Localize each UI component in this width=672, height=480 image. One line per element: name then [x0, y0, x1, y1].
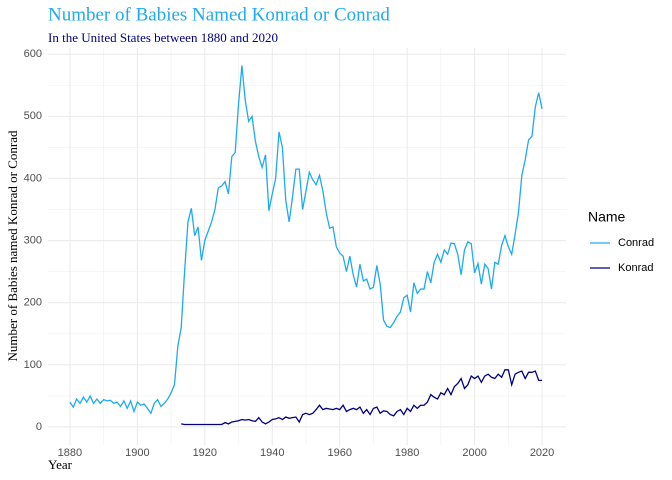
- x-tick-label: 1960: [327, 447, 351, 459]
- y-tick-label: 400: [24, 172, 42, 184]
- x-tick-label: 1980: [395, 447, 419, 459]
- y-axis-label: Number of Babies named Konrad or Conrad: [5, 130, 20, 362]
- x-tick-label: 2020: [530, 447, 554, 459]
- x-tick-label: 1920: [193, 447, 217, 459]
- y-tick-label: 300: [24, 235, 42, 247]
- x-axis-label: Year: [48, 457, 73, 472]
- y-tick-label: 200: [24, 297, 42, 309]
- legend-label: Konrad: [618, 262, 653, 274]
- series-line: [69, 65, 543, 415]
- y-tick-label: 600: [24, 48, 42, 60]
- x-tick-label: 1900: [125, 447, 149, 459]
- x-tick-label: 1940: [260, 447, 284, 459]
- y-tick-label: 500: [24, 110, 42, 122]
- x-tick-label: 2000: [462, 447, 486, 459]
- chart-subtitle: In the United States between 1880 and 20…: [48, 30, 278, 45]
- chart-title: Number of Babies Named Konrad or Conrad: [48, 4, 390, 25]
- legend-title: Name: [588, 209, 626, 225]
- x-tick-label: 1880: [58, 447, 82, 459]
- y-tick-label: 100: [24, 359, 42, 371]
- legend-label: Conrad: [618, 237, 654, 249]
- series-line: [181, 369, 543, 426]
- y-tick-label: 0: [36, 421, 42, 433]
